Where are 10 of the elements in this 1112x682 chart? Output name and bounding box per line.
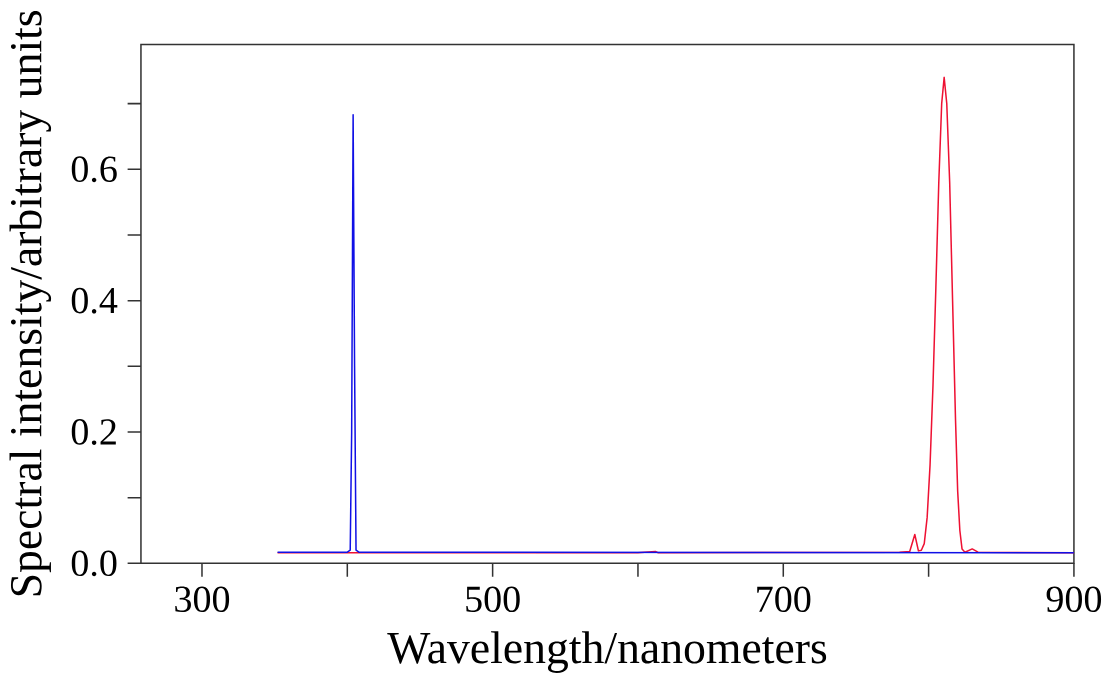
- x-tick-label: 700: [757, 586, 811, 612]
- x-tick-label: 300: [175, 586, 230, 612]
- y-tick-label: 0.6: [71, 156, 117, 183]
- x-tick-label: 900: [1046, 586, 1102, 612]
- x-axis-title: Wavelength/nanometers: [387, 631, 827, 673]
- x-tick-label: 500: [466, 586, 520, 612]
- y-tick-label: 0.4: [71, 287, 118, 314]
- y-axis-title: Spectral intensity/arbitrary units: [9, 10, 52, 596]
- y-tick-label: 0.0: [71, 550, 117, 577]
- y-tick-label: 0.2: [71, 418, 116, 445]
